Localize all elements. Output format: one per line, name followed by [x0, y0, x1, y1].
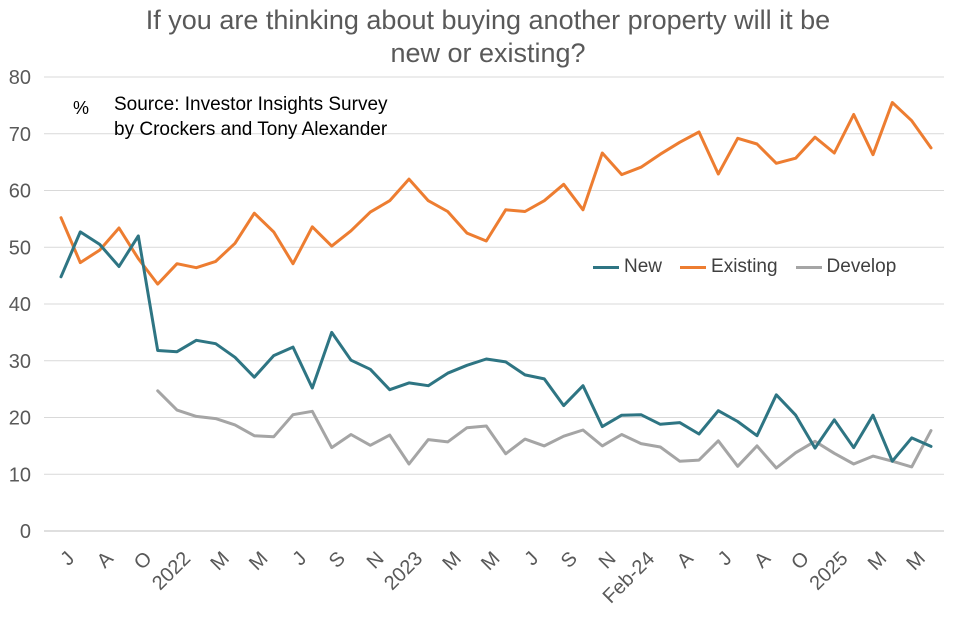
x-tick-label: N: [595, 548, 621, 574]
x-tick-label: M: [245, 548, 272, 575]
y-tick-label: 20: [9, 408, 31, 430]
x-tick-label: O: [130, 548, 157, 575]
x-tick-label: J: [57, 548, 80, 571]
series-line-develop: [156, 389, 933, 470]
source-note-line-1: Source: Investor Insights Survey: [114, 94, 388, 115]
y-tick-label: 70: [9, 124, 31, 146]
x-tick-label: 2023: [380, 548, 427, 595]
x-tick-label: M: [438, 548, 465, 575]
y-tick-label: 60: [9, 181, 31, 203]
x-tick-label: N: [363, 548, 389, 574]
x-tick-label: S: [557, 548, 582, 573]
x-tick-label: M: [206, 548, 233, 575]
x-tick-label: J: [521, 548, 544, 571]
x-tick-label: A: [93, 547, 118, 572]
legend-item-develop: Develop: [795, 256, 897, 278]
y-tick-label: 50: [9, 237, 31, 259]
legend-swatch-develop: [795, 265, 822, 269]
y-tick-label: 10: [9, 464, 31, 486]
x-tick-label: J: [714, 548, 737, 571]
unit-label: %: [73, 98, 90, 118]
chart-title-line-1: If you are thinking about buying another…: [145, 5, 831, 35]
legend-item-new: New: [593, 256, 662, 278]
y-tick-label: 40: [9, 294, 31, 316]
series-lines: [59, 101, 933, 470]
y-axis-tick-labels: 0 10 20 30 40 50 60 70 80: [9, 67, 31, 543]
source-note: Source: Investor Insights Survey by Croc…: [114, 92, 388, 142]
y-tick-label: 0: [20, 521, 31, 543]
legend-label-develop: Develop: [826, 256, 897, 277]
x-tick-label: A: [673, 547, 698, 572]
gridlines: [44, 76, 944, 532]
x-tick-label: M: [864, 548, 891, 575]
legend-label-existing: Existing: [711, 256, 778, 277]
legend-label-new: New: [624, 256, 663, 277]
x-tick-label: M: [477, 548, 504, 575]
x-tick-label: A: [750, 547, 775, 572]
series-line-existing: [59, 101, 933, 286]
x-tick-label: 2025: [805, 548, 852, 595]
y-tick-label: 80: [9, 67, 31, 89]
legend-swatch-existing: [680, 265, 707, 269]
x-tick-label: 2022: [148, 548, 195, 595]
x-tick-label: M: [902, 548, 929, 575]
chart-title: If you are thinking about buying another…: [0, 4, 976, 70]
series-line-new: [59, 230, 933, 463]
x-tick-label: O: [787, 548, 814, 575]
chart-title-line-2: new or existing?: [390, 38, 586, 68]
source-note-line-2: by Crockers and Tony Alexander: [114, 119, 388, 140]
x-tick-label: J: [289, 548, 312, 571]
y-tick-label: 30: [9, 351, 31, 373]
legend-item-existing: Existing: [680, 256, 778, 278]
legend-swatch-new: [593, 265, 619, 269]
x-tick-label: S: [325, 548, 350, 573]
legend: New Existing Develop: [593, 256, 896, 278]
